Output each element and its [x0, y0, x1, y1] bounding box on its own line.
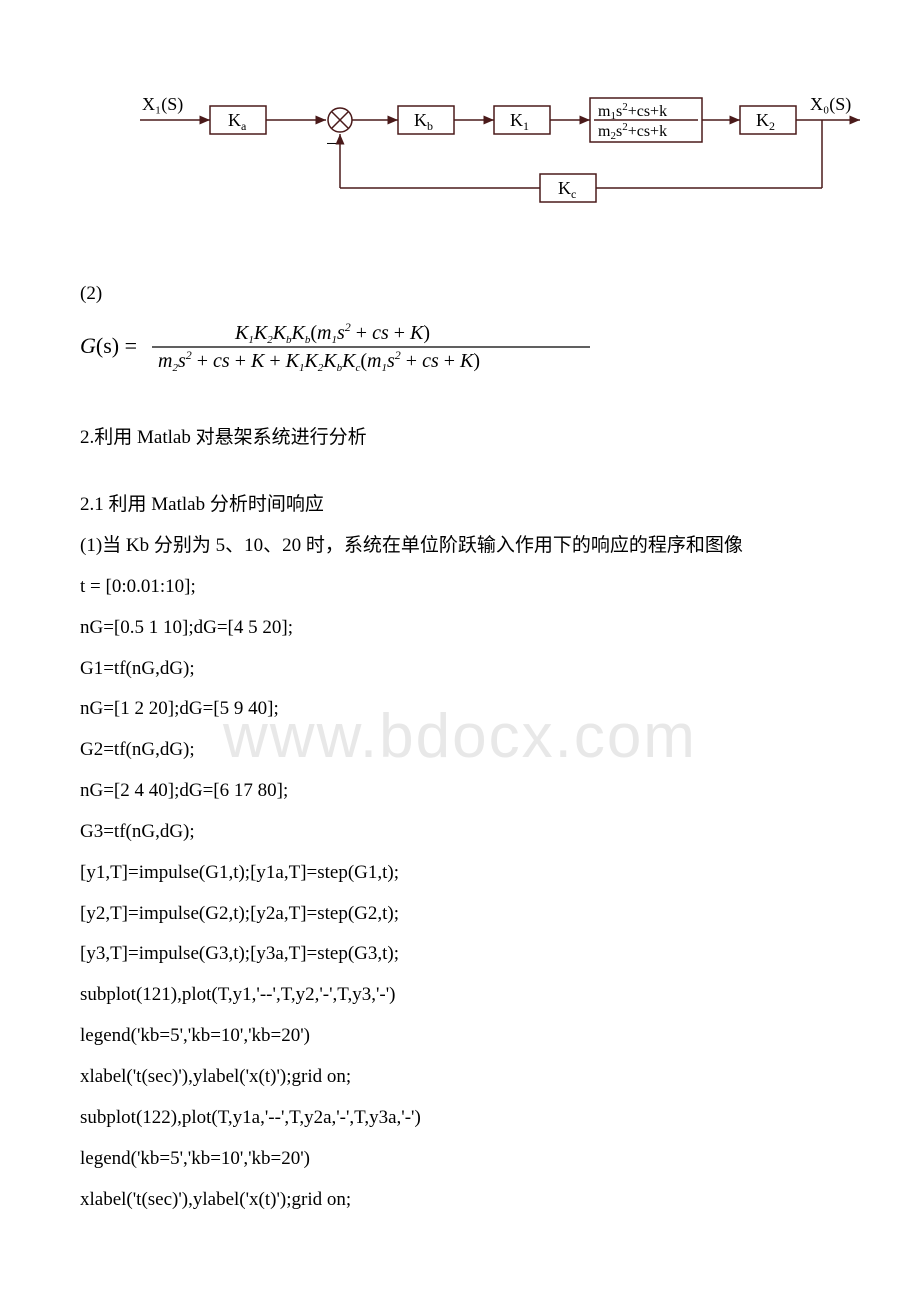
code-line: [y3,T]=impulse(G3,t);[y3a,T]=step(G3,t); — [80, 934, 840, 975]
code-line: nG=[2 4 40];dG=[6 17 80]; — [80, 771, 840, 812]
code-line: legend('kb=5','kb=10','kb=20') — [80, 1016, 840, 1057]
paragraph-1: (1)当 Kb 分别为 5、10、20 时，系统在单位阶跃输入作用下的响应的程序… — [80, 526, 840, 567]
code-line: t = [0:0.01:10]; — [80, 567, 840, 608]
code-line: [y1,T]=impulse(G1,t);[y1a,T]=step(G1,t); — [80, 853, 840, 894]
input-label: X₁(S) — [142, 94, 183, 115]
code-line: legend('kb=5','kb=10','kb=20') — [80, 1139, 840, 1180]
heading-main: 2.利用 Matlab 对悬架系统进行分析 — [80, 422, 840, 449]
code-line: G3=tf(nG,dG); — [80, 812, 840, 853]
block-k2-label: K2 — [756, 110, 775, 133]
block-kb-label: Kb — [414, 110, 433, 133]
minus-sign: − — [326, 133, 337, 155]
code-line: subplot(122),plot(T,y1a,'--',T,y2a,'-',T… — [80, 1098, 840, 1139]
code-line: nG=[1 2 20];dG=[5 9 40]; — [80, 689, 840, 730]
code-line: [y2,T]=impulse(G2,t);[y2a,T]=step(G2,t); — [80, 894, 840, 935]
svg-text:G(s) =: G(s) = — [80, 333, 137, 358]
block-ka-label: Ka — [228, 110, 247, 133]
item-2-label: (2) — [80, 283, 840, 305]
code-line: G1=tf(nG,dG); — [80, 649, 840, 690]
svg-text:K1K2KbKb(m1s2 + cs + K): K1K2KbKb(m1s2 + cs + K) — [234, 320, 430, 346]
code-line: xlabel('t(sec)'),ylabel('x(t)');grid on; — [80, 1057, 840, 1098]
code-line: xlabel('t(sec)'),ylabel('x(t)');grid on; — [80, 1180, 840, 1221]
transfer-function: G(s) = K1K2KbKb(m1s2 + cs + K) m2s2 + cs… — [80, 315, 840, 382]
block-k1-label: K1 — [510, 110, 529, 133]
block-kc-label: Kc — [558, 178, 576, 201]
block-diagram: X₁(S) Ka − Kb K1 — [140, 88, 840, 233]
tf-den: m2s2+cs+k — [598, 121, 667, 142]
code-line: nG=[0.5 1 10];dG=[4 5 20]; — [80, 608, 840, 649]
svg-text:m2s2 + cs + K + K1K2KbKc(m1s2: m2s2 + cs + K + K1K2KbKc(m1s2 + cs + K) — [158, 348, 480, 374]
heading-sub: 2.1 利用 Matlab 分析时间响应 — [80, 489, 840, 516]
code-line: G2=tf(nG,dG); — [80, 730, 840, 771]
code-line: subplot(121),plot(T,y1,'--',T,y2,'-',T,y… — [80, 975, 840, 1016]
output-label: X₀(S) — [810, 94, 851, 115]
tf-num: m1s2+cs+k — [598, 101, 667, 122]
